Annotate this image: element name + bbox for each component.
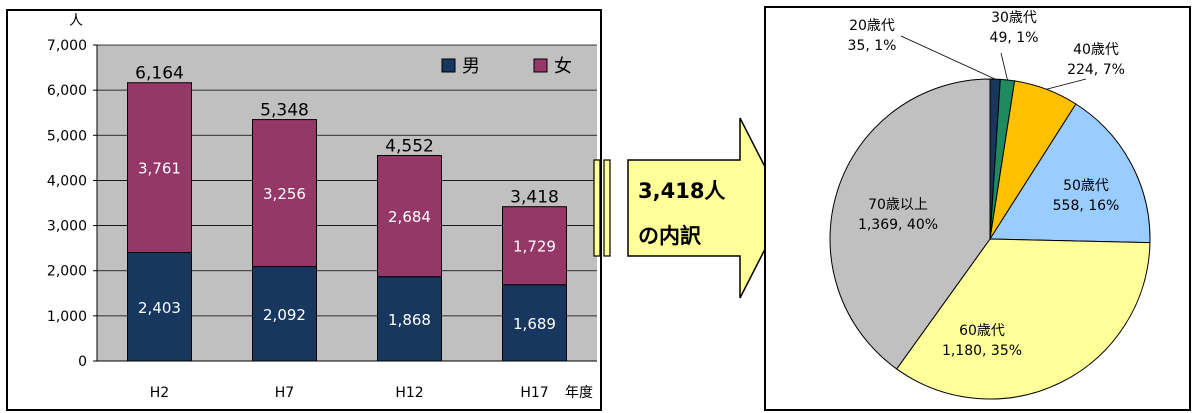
arrow-stripe-1	[593, 159, 601, 257]
bar-value-label: 2,403	[138, 299, 181, 317]
bar-value-label: 1,689	[513, 315, 556, 333]
y-tick-label: 5,000	[47, 128, 87, 144]
legend-swatch	[441, 58, 456, 73]
y-tick-label: 6,000	[47, 83, 87, 99]
y-tick-label: 3,000	[47, 219, 87, 235]
leader-line	[1046, 78, 1087, 90]
pie-slice-name: 40歳代	[1073, 42, 1119, 58]
x-tick-label: H7	[275, 385, 294, 401]
breakdown-arrow: 3,418人 の内訳	[593, 117, 787, 299]
bar-segment	[252, 266, 317, 362]
pie-slice-name: 60歳代	[959, 323, 1005, 339]
y-axis-label: 人	[69, 13, 83, 29]
y-tick-label: 4,000	[47, 173, 87, 189]
arrow-text-line1: 3,418人	[638, 179, 725, 203]
bar-value-label: 3,256	[263, 185, 306, 203]
bar-value-label: 1,729	[513, 238, 556, 256]
arrow-text-line2: の内訳	[638, 224, 702, 248]
legend-swatch	[533, 58, 548, 73]
x-tick-label: H12	[395, 385, 423, 401]
bar-segment	[377, 276, 442, 362]
bar-total-label: 4,552	[385, 137, 434, 157]
arrow-stripe-2	[603, 159, 611, 257]
bar-value-label: 1,868	[388, 311, 431, 329]
leader-line	[1000, 52, 1008, 81]
bar-segment	[127, 82, 192, 254]
y-tick-label: 7,000	[47, 38, 87, 54]
bar-total-label: 6,164	[135, 64, 184, 84]
y-tick-label: 2,000	[47, 264, 87, 280]
pie-slice-value: 35, 1%	[848, 38, 897, 54]
bar-chart-panel: 0 1,000 2,000 3,000 4,000 5,000 6,000 7,000 人 2,4…	[6, 9, 602, 411]
pie-slice-name: 70歳以上	[868, 197, 928, 213]
bar-segment	[377, 155, 442, 278]
pie-slice-value: 1,369, 40%	[858, 217, 938, 233]
x-tick-label: H17	[520, 385, 548, 401]
legend-label: 男	[462, 56, 480, 77]
bar-value-label: 2,684	[388, 208, 431, 226]
bar-segment	[502, 206, 567, 286]
arrow-shape	[627, 117, 787, 299]
pie-slice-value: 1,180, 35%	[942, 343, 1022, 359]
pie-chart-panel: 20歳代 35, 1% 30歳代 49, 1% 40歳代 224, 7% 50歳代 558, …	[764, 6, 1191, 411]
bar-value-label: 3,761	[138, 160, 181, 178]
stacked-bar-chart: 0 1,000 2,000 3,000 4,000 5,000 6,000 7,000 人 2,4…	[47, 13, 597, 401]
pie-slice-name: 20歳代	[849, 18, 895, 34]
x-tick-label: H2	[150, 385, 169, 401]
bar-total-label: 5,348	[260, 101, 309, 121]
legend-label: 女	[554, 56, 572, 77]
bar-segment	[252, 119, 317, 268]
y-tick-label: 1,000	[47, 309, 87, 325]
pie-slice-value: 49, 1%	[990, 30, 1039, 46]
bar-value-label: 2,092	[263, 306, 306, 324]
pie-slice-name: 30歳代	[991, 10, 1037, 26]
pie-slice-value: 558, 16%	[1053, 198, 1120, 214]
pie-slice-name: 50歳代	[1063, 178, 1109, 194]
y-tick-label: 0	[78, 354, 87, 370]
pie-slice-value: 224, 7%	[1067, 62, 1125, 78]
bar-total-label: 3,418	[510, 188, 559, 208]
leader-line	[900, 35, 996, 80]
pie-slice	[989, 103, 1151, 244]
bar-segment	[502, 284, 567, 362]
x-axis-label: 年度	[565, 385, 593, 401]
pie-slice	[829, 78, 991, 370]
pie-slice	[895, 238, 1151, 400]
pie-chart: 20歳代 35, 1% 30歳代 49, 1% 40歳代 224, 7% 50歳代 558, …	[829, 10, 1151, 400]
bar-segment	[127, 252, 192, 362]
